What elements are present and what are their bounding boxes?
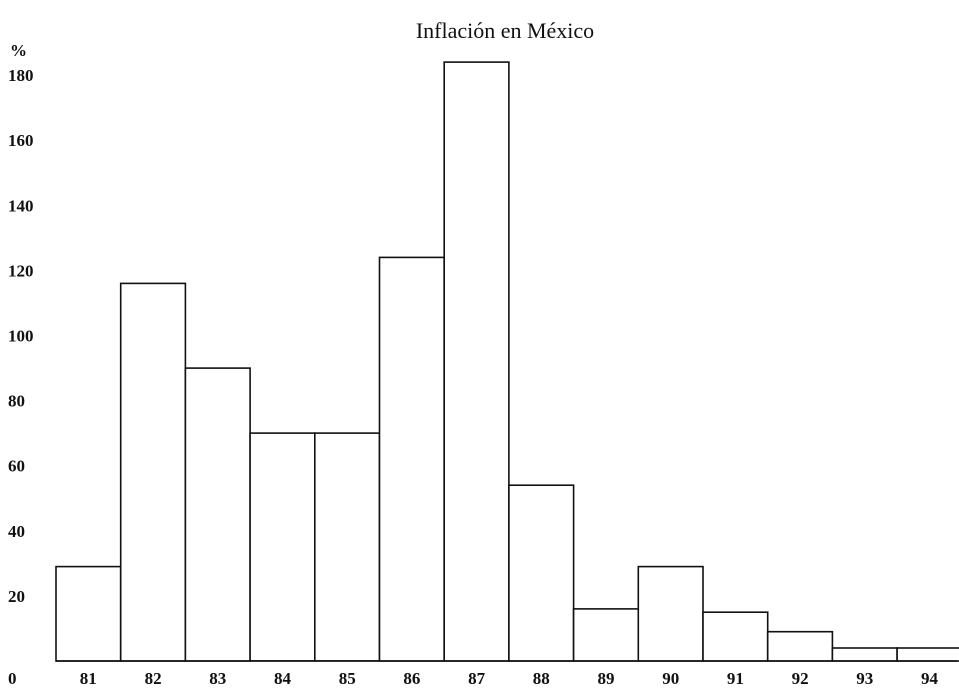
bar-83	[184, 367, 251, 662]
bar-90	[637, 565, 704, 662]
x-tick-label-92: 92	[792, 669, 809, 688]
x-tick-label-84: 84	[274, 669, 292, 688]
y-tick-label-100: 100	[8, 327, 34, 346]
y-tick-label-180: 180	[8, 66, 34, 85]
x-tick-label-89: 89	[598, 669, 615, 688]
bar-93	[831, 647, 898, 662]
y-axis-label: %	[10, 41, 27, 60]
y-tick-label-0: 0	[8, 669, 17, 688]
bars-group	[55, 61, 959, 662]
y-tick-label-160: 160	[8, 131, 34, 150]
bar-92	[766, 630, 834, 662]
bar-82	[119, 282, 187, 662]
bar-84	[249, 432, 316, 662]
bar-87	[443, 61, 510, 662]
x-tick-label-81: 81	[80, 669, 97, 688]
y-tick-label-40: 40	[8, 522, 25, 541]
bar-81	[55, 565, 122, 662]
x-tick-label-93: 93	[856, 669, 873, 688]
bar-89	[572, 608, 640, 662]
x-tick-labels: 81 82 83 84 85 86 87 88 89 90 91 92 93 94	[80, 669, 939, 688]
bar-85	[313, 432, 381, 662]
y-tick-labels: 0 20 40 60 80 100 120 140 160 180	[8, 66, 34, 688]
x-tick-label-87: 87	[468, 669, 486, 688]
y-tick-label-120: 120	[8, 261, 34, 280]
y-tick-label-140: 140	[8, 196, 34, 215]
x-tick-label-90: 90	[662, 669, 679, 688]
x-tick-label-82: 82	[145, 669, 162, 688]
bar-86	[378, 256, 445, 662]
chart-title: Inflación en México	[416, 18, 594, 43]
x-tick-label-86: 86	[403, 669, 420, 688]
x-tick-label-94: 94	[921, 669, 939, 688]
y-tick-label-60: 60	[8, 457, 25, 476]
y-tick-label-20: 20	[8, 587, 25, 606]
bar-88	[508, 484, 575, 662]
x-tick-label-85: 85	[339, 669, 356, 688]
bar-91	[702, 611, 769, 662]
y-tick-label-80: 80	[8, 392, 25, 411]
x-tick-label-83: 83	[209, 669, 226, 688]
x-tick-label-88: 88	[533, 669, 550, 688]
x-tick-label-91: 91	[727, 669, 744, 688]
bar-94	[896, 647, 959, 662]
